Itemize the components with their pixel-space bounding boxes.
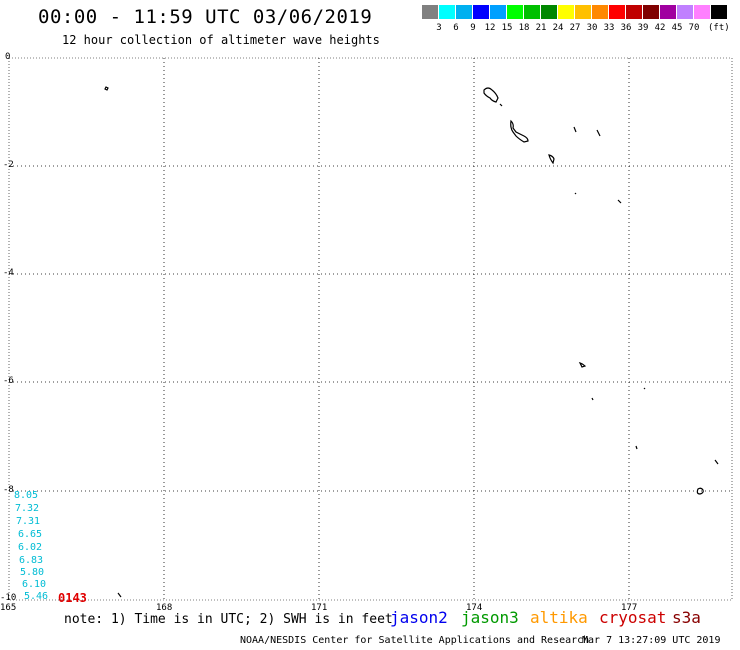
footer-note: note: 1) Time is in UTC; 2) SWH is in fe… bbox=[64, 612, 393, 627]
legend-swatch bbox=[507, 5, 523, 19]
legend-swatch bbox=[490, 5, 506, 19]
legend-swatch bbox=[592, 5, 608, 19]
legend-swatch bbox=[694, 5, 710, 19]
legend-label: 9 bbox=[470, 23, 476, 33]
swh-value: 7.31 bbox=[16, 516, 41, 527]
legend-label: 42 bbox=[654, 23, 666, 33]
island-marakei bbox=[573, 126, 577, 133]
island-maiana bbox=[548, 154, 555, 165]
legend-swatch bbox=[575, 5, 591, 19]
island-arorae bbox=[696, 487, 704, 495]
island-makin bbox=[483, 87, 499, 103]
island-banaba bbox=[104, 86, 109, 91]
lat-label-2: -2 bbox=[3, 160, 14, 170]
page-title: 00:00 - 11:59 UTC 03/06/2019 bbox=[38, 6, 373, 28]
legend-swatch bbox=[609, 5, 625, 19]
island-tamana bbox=[117, 592, 122, 598]
legend-label: 30 bbox=[586, 23, 598, 33]
satellite-s3a: s3a bbox=[672, 608, 701, 627]
satellite-altika: altika bbox=[530, 608, 588, 627]
legend-swatch bbox=[422, 5, 438, 19]
island-kuria bbox=[574, 192, 577, 195]
legend-swatch bbox=[439, 5, 455, 19]
legend-swatch bbox=[711, 5, 727, 19]
island-abaiang bbox=[499, 103, 503, 107]
swh-value: 8.05 bbox=[14, 490, 39, 501]
lon-label-177: 177 bbox=[621, 603, 638, 613]
legend-swatch bbox=[541, 5, 557, 19]
legend-swatch bbox=[456, 5, 472, 19]
legend-label: 45 bbox=[671, 23, 683, 33]
island-onotoa bbox=[643, 387, 646, 390]
swh-value: 5.46 bbox=[24, 591, 49, 602]
map-frame bbox=[8, 57, 733, 601]
legend-label: 39 bbox=[637, 23, 649, 33]
legend-label: 27 bbox=[569, 23, 581, 33]
lat-label-6: -6 bbox=[3, 376, 14, 386]
legend-label: 3 bbox=[436, 23, 442, 33]
island-butaritari bbox=[596, 129, 601, 137]
grid-lines bbox=[9, 58, 732, 600]
credit-line: NOAA/NESDIS Center for Satellite Applica… bbox=[240, 635, 590, 646]
lat-label-10: -10 bbox=[0, 593, 17, 603]
island-beru bbox=[635, 445, 638, 450]
legend-label: 6 bbox=[453, 23, 459, 33]
legend-label: 15 bbox=[501, 23, 513, 33]
satellite-jason3: jason3 bbox=[461, 608, 519, 627]
island-aranuka bbox=[617, 199, 622, 204]
lon-label-171: 171 bbox=[311, 603, 328, 613]
island-nonouti bbox=[578, 361, 587, 368]
legend-swatch bbox=[643, 5, 659, 19]
lon-label-165: 165 bbox=[0, 603, 17, 613]
legend-label: 70 bbox=[688, 23, 700, 33]
island-tabiteuea bbox=[591, 397, 594, 401]
legend-label: 21 bbox=[535, 23, 547, 33]
legend-label: 12 bbox=[484, 23, 496, 33]
legend-swatch bbox=[626, 5, 642, 19]
generation-timestamp: Mar 7 13:27:09 UTC 2019 bbox=[582, 635, 721, 646]
lat-label-4: -4 bbox=[3, 268, 14, 278]
satellite-jason2: jason2 bbox=[390, 608, 448, 627]
legend-swatch bbox=[524, 5, 540, 19]
swh-value: 6.10 bbox=[22, 579, 47, 590]
lon-label-174: 174 bbox=[466, 603, 483, 613]
island-nikunau bbox=[714, 459, 719, 465]
satellite-cryosat: cryosat bbox=[599, 608, 667, 627]
pass-time-label: 0143 bbox=[58, 591, 87, 605]
lon-label-168: 168 bbox=[156, 603, 173, 613]
island-outlines bbox=[104, 86, 719, 598]
lat-label-8: -8 bbox=[3, 485, 14, 495]
legend-label: 24 bbox=[552, 23, 564, 33]
legend-label: 33 bbox=[603, 23, 615, 33]
legend-swatch bbox=[558, 5, 574, 19]
swh-value: 7.32 bbox=[15, 503, 40, 514]
legend-swatch bbox=[660, 5, 676, 19]
legend-label: 18 bbox=[518, 23, 530, 33]
swh-value: 6.02 bbox=[18, 542, 43, 553]
legend-swatch bbox=[473, 5, 489, 19]
island-tarawa bbox=[510, 119, 529, 143]
swh-value: 6.83 bbox=[19, 555, 44, 566]
swh-value: 5.80 bbox=[20, 567, 45, 578]
page-subtitle: 12 hour collection of altimeter wave hei… bbox=[62, 33, 380, 47]
swh-value: 6.65 bbox=[18, 529, 43, 540]
lat-label-0: 0 bbox=[5, 52, 11, 62]
legend-label: 36 bbox=[620, 23, 632, 33]
legend-swatch bbox=[677, 5, 693, 19]
legend-unit: (ft) bbox=[708, 23, 730, 33]
